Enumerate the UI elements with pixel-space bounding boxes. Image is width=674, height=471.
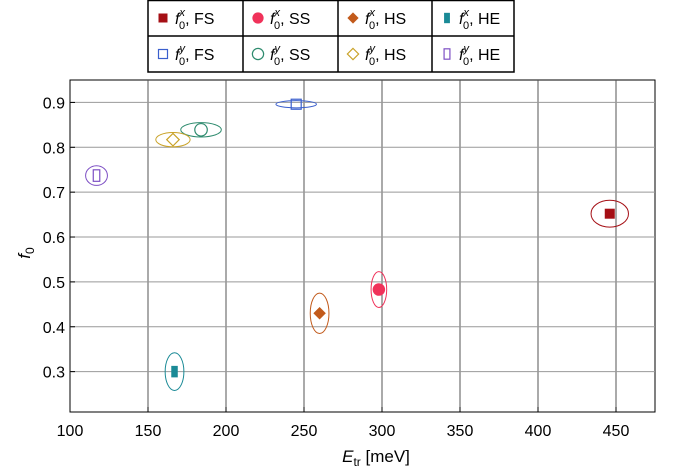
uncertainty-contour [164, 352, 185, 391]
data-point [372, 283, 386, 296]
legend-entry: fx 0, FS [175, 7, 214, 32]
y-tick-label: 0.5 [43, 275, 65, 292]
legend-entry-sup: y [368, 43, 376, 55]
uncertainty-contours [85, 100, 629, 391]
y-tick-label: 0.8 [43, 140, 65, 157]
x-axis-label: Etr [meV] [342, 447, 410, 469]
y-axis-ticks: 0.3 0.4 0.5 0.6 0.7 0.8 0.9 [43, 95, 75, 382]
y-tick-label: 0.3 [43, 365, 65, 382]
legend-entry-sub: 0 [274, 20, 280, 32]
legend-swatch [157, 48, 169, 60]
x-tick-label: 200 [213, 423, 240, 440]
y-tick-label: 0.7 [43, 185, 65, 202]
legend-entry-suffix: , HE [469, 11, 500, 28]
uncertainty-contour [85, 165, 108, 186]
y-tick-label: 0.6 [43, 230, 65, 247]
legend-entry-sub: 0 [369, 56, 375, 68]
legend-entry-sup: x [368, 7, 375, 19]
legend-entry-sup: x [273, 7, 280, 19]
y-axis-label-sub: 0 [23, 247, 37, 254]
legend-entry-sub: 0 [369, 20, 375, 32]
legend-entry-suffix: , SS [280, 47, 310, 64]
legend-entry-sup: x [462, 7, 469, 19]
legend-swatch [444, 12, 450, 24]
legend-entry: fy 0, HE [459, 43, 500, 68]
data-point [604, 208, 615, 219]
x-tick-label: 100 [57, 423, 84, 440]
legend-entry: fx 0, HS [365, 7, 406, 32]
x-axis-label-main: E [342, 447, 354, 466]
legend-entry-main: f [270, 11, 276, 28]
legend-entry-sub: 0 [463, 56, 469, 68]
legend-entry-sup: x [178, 7, 185, 19]
uncertainty-contour [275, 100, 317, 109]
legend-swatch [252, 12, 264, 24]
plot-frame [69, 79, 656, 413]
legend-entry-main: f [459, 11, 465, 28]
uncertainty-contour [309, 292, 330, 334]
legend-entry: fy 0, FS [175, 43, 214, 68]
legend-entry-suffix: , HS [375, 11, 406, 28]
legend-entry-suffix: , HS [375, 47, 406, 64]
data-points [92, 98, 615, 378]
x-axis-ticks: 100 150 200 250 300 350 400 450 [57, 407, 630, 440]
legend-entry: fy 0, HS [365, 43, 406, 68]
x-tick-label: 250 [291, 423, 318, 440]
legend-entry-suffix: , FS [185, 11, 214, 28]
data-point [171, 365, 178, 378]
data-point [92, 169, 101, 182]
legend-entry: fx 0, SS [270, 7, 310, 32]
legend-swatch [251, 47, 265, 61]
y-axis-label: f0 [15, 247, 37, 259]
legend-entry-sub: 0 [463, 20, 469, 32]
y-tick-label: 0.4 [43, 320, 65, 337]
legend-entry-suffix: , SS [280, 11, 310, 28]
x-tick-label: 400 [525, 423, 552, 440]
legend-entry: fx 0, HE [459, 7, 500, 32]
x-tick-label: 350 [447, 423, 474, 440]
x-axis-label-sub: tr [353, 455, 360, 469]
legend-entry-main: f [365, 47, 371, 64]
data-point [290, 98, 302, 110]
legend-entry-sup: y [462, 43, 470, 55]
x-tick-label: 300 [369, 423, 396, 440]
legend-entry-suffix: , HE [469, 47, 500, 64]
uncertainty-contour [155, 131, 191, 148]
legend-entry-sub: 0 [179, 56, 185, 68]
legend-entry-main: f [175, 11, 181, 28]
x-tick-label: 450 [603, 423, 630, 440]
legend-swatch [346, 47, 360, 61]
data-point [165, 132, 181, 147]
legend-entry-main: f [365, 11, 371, 28]
y-tick-label: 0.9 [43, 95, 65, 112]
grid [70, 80, 655, 412]
uncertainty-contour [590, 199, 629, 228]
legend-entry-sup: y [273, 43, 281, 55]
legend-entry-sub: 0 [274, 56, 280, 68]
legend-entry: fy 0, SS [270, 43, 310, 68]
legend-entry-sup: y [178, 43, 186, 55]
legend-entry-sub: 0 [179, 20, 185, 32]
legend-swatch [443, 48, 451, 60]
x-axis-label-unit: [meV] [361, 447, 410, 466]
legend-entry-main: f [459, 47, 465, 64]
legend-entry-suffix: , FS [185, 47, 214, 64]
uncertainty-contour [180, 122, 222, 138]
legend-entry-main: f [270, 47, 276, 64]
legend-entry-main: f [175, 47, 181, 64]
legend-swatch [158, 13, 168, 23]
data-point [313, 307, 326, 320]
y-axis-label-main: f [15, 252, 34, 259]
x-tick-label: 150 [135, 423, 162, 440]
data-point [194, 122, 208, 137]
legend-swatch [347, 12, 359, 24]
uncertainty-contour [370, 271, 388, 308]
